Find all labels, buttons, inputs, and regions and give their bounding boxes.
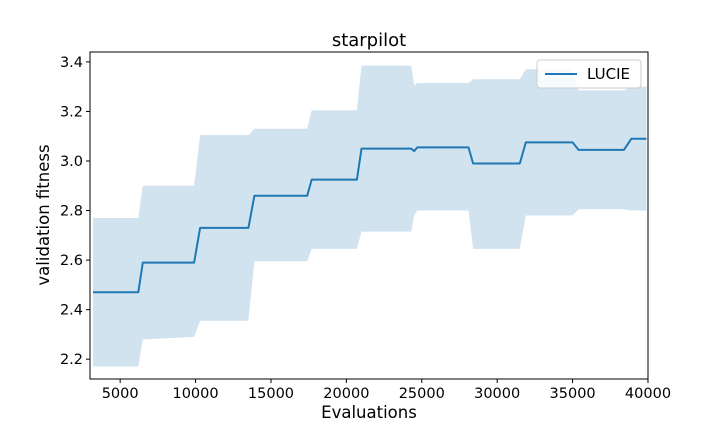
x-axis-label: Evaluations — [321, 403, 417, 422]
confidence-band-0 — [93, 65, 647, 367]
x-tick-label: 35000 — [550, 386, 596, 402]
legend-label-lucie: LUCIE — [587, 65, 630, 83]
x-tick-label: 20000 — [323, 386, 369, 402]
plot-frame — [89, 51, 649, 380]
y-axis-label: validation fitness — [34, 144, 53, 285]
x-tick-label: 25000 — [399, 386, 445, 402]
y-tick-label: 2.8 — [60, 204, 83, 220]
legend-box — [536, 59, 642, 89]
x-tick-label: 15000 — [248, 386, 294, 402]
x-tick-label: 30000 — [474, 386, 520, 402]
y-tick-label: 2.2 — [60, 352, 83, 368]
y-tick-label: 3.0 — [60, 154, 83, 170]
series-line-0 — [93, 137, 647, 294]
legend: LUCIE — [536, 59, 642, 89]
y-tick-label: 3.2 — [60, 104, 83, 120]
y-axis-ticks: 2.2 2.4 2.6 2.8 3.0 3.2 3.4 — [60, 55, 90, 368]
x-tick-label: 5000 — [102, 386, 139, 402]
y-tick-label: 3.4 — [60, 55, 83, 71]
series-line-layer — [93, 137, 647, 294]
x-tick-label: 10000 — [172, 386, 218, 402]
y-tick-label: 2.6 — [60, 253, 83, 269]
confidence-band-layer — [93, 65, 647, 367]
y-tick-label: 2.4 — [60, 303, 83, 319]
x-tick-label: 40000 — [625, 386, 671, 402]
chart-title: starpilot — [332, 30, 406, 51]
x-axis-ticks: 5000 10000 15000 20000 25000 30000 35000 40000 — [102, 379, 671, 402]
